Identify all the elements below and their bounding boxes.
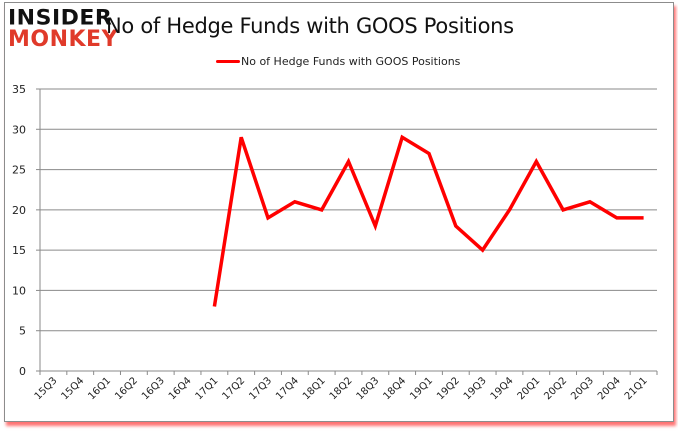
x-tick-label: 20Q4 <box>596 375 623 402</box>
x-tick-label: 19Q2 <box>435 375 462 402</box>
x-tick-label: 16Q1 <box>86 375 113 402</box>
y-tick-label: 10 <box>12 284 26 297</box>
x-tick-label: 16Q3 <box>140 375 167 402</box>
x-tick-label: 18Q3 <box>355 375 382 402</box>
logo-line-1: INSIDER <box>8 6 113 31</box>
series-line <box>212 134 644 307</box>
y-tick-label: 20 <box>12 204 26 217</box>
logo-line-2: MONKEY <box>8 27 119 52</box>
x-tick-label: 18Q1 <box>301 375 328 402</box>
x-tick-label: 21Q1 <box>623 375 650 402</box>
legend-swatch-icon <box>216 60 240 63</box>
x-tick-label: 19Q1 <box>408 375 435 402</box>
y-tick-label: 35 <box>12 83 26 96</box>
y-tick-label: 0 <box>19 365 26 378</box>
x-tick-label: 19Q3 <box>462 375 489 402</box>
legend: No of Hedge Funds with GOOS Positions <box>216 55 460 68</box>
chart-frame <box>4 2 674 422</box>
x-tick-label: 15Q4 <box>60 375 87 402</box>
legend-label: No of Hedge Funds with GOOS Positions <box>241 55 461 68</box>
x-tick-label: 16Q4 <box>167 375 194 402</box>
x-tick-label: 17Q2 <box>220 375 247 402</box>
x-tick-label: 17Q1 <box>194 375 221 402</box>
y-tick-label: 30 <box>12 123 26 136</box>
x-tick-label: 18Q2 <box>328 375 355 402</box>
chart-title: No of Hedge Funds with GOOS Positions <box>106 14 514 38</box>
x-tick-label: 20Q1 <box>516 375 543 402</box>
x-tick-label: 20Q2 <box>542 375 569 402</box>
y-tick-label: 5 <box>19 325 26 338</box>
x-tick-label: 17Q3 <box>247 375 274 402</box>
x-tick-label: 17Q4 <box>274 375 301 402</box>
x-tick-label: 19Q4 <box>489 375 516 402</box>
x-tick-label: 16Q2 <box>113 375 140 402</box>
y-tick-label: 15 <box>12 244 26 257</box>
x-tick-label: 15Q3 <box>33 375 60 402</box>
insider-monkey-logo: INSIDER MONKEY <box>8 8 118 51</box>
x-tick-label: 18Q4 <box>381 375 408 402</box>
y-tick-label: 25 <box>12 164 26 177</box>
x-tick-label: 20Q3 <box>569 375 596 402</box>
